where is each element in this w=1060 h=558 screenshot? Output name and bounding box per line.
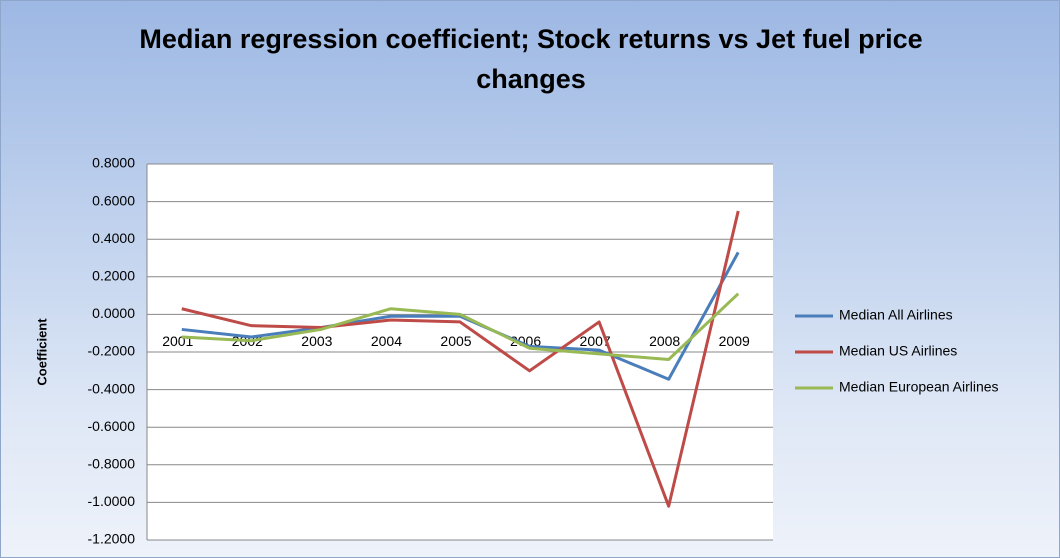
series-line: [181, 251, 740, 381]
x-tick-label: 2005: [440, 333, 471, 349]
x-tick-label: 2009: [719, 333, 750, 349]
y-tick-label: -1.2000: [88, 531, 136, 547]
x-tick-label: 2003: [301, 333, 332, 349]
series-line: [181, 210, 740, 508]
y-tick-label: 0.8000: [92, 155, 135, 171]
y-axis-label: Coefficient: [34, 318, 49, 386]
y-tick-label: 0.0000: [92, 305, 135, 321]
y-tick-label: -0.6000: [88, 418, 136, 434]
legend-label: Median European Airlines: [839, 379, 999, 395]
y-tick-label: 0.4000: [92, 230, 135, 246]
x-tick-label: 2007: [580, 333, 611, 349]
y-tick-label: 0.2000: [92, 268, 135, 284]
y-tick-label: -0.2000: [88, 343, 136, 359]
y-tick-label: -1.0000: [88, 493, 136, 509]
legend-label: Median US Airlines: [839, 343, 957, 359]
y-tick-label: 0.6000: [92, 192, 135, 208]
legend-label: Median All Airlines: [839, 307, 953, 323]
y-tick-label: -0.8000: [88, 456, 136, 472]
chart-title: Median regression coefficient; Stock ret…: [139, 24, 923, 94]
y-tick-label: -0.4000: [88, 380, 136, 396]
x-tick-label: 2008: [649, 333, 680, 349]
x-tick-label: 2001: [162, 333, 193, 349]
x-tick-label: 2004: [371, 333, 402, 349]
series-line: [181, 292, 740, 362]
